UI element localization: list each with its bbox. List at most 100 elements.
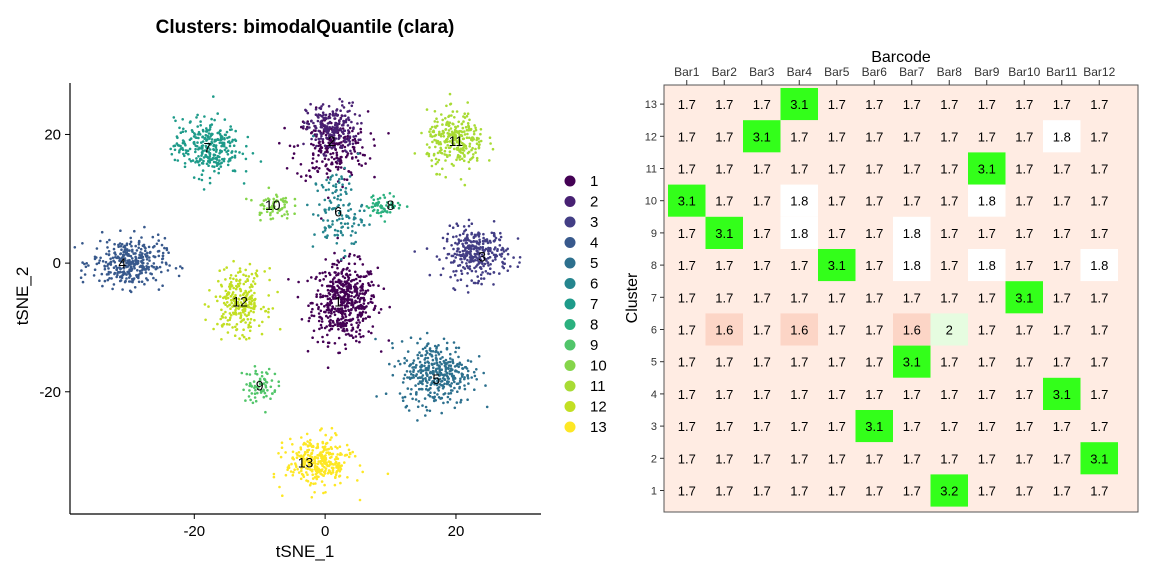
point xyxy=(447,252,451,256)
point xyxy=(393,365,397,368)
point xyxy=(344,322,348,326)
point xyxy=(327,471,330,475)
point xyxy=(177,151,181,154)
point xyxy=(328,199,332,202)
point xyxy=(137,240,141,244)
legend-swatch xyxy=(564,401,576,412)
heatmap-cell: 1.7 xyxy=(1043,281,1081,314)
cell-value: 3.1 xyxy=(753,129,771,144)
point xyxy=(348,252,352,256)
point xyxy=(249,317,253,321)
cell-fill xyxy=(780,474,818,507)
heatmap-cell: 2 xyxy=(930,313,968,346)
point xyxy=(320,105,323,108)
point xyxy=(338,280,342,284)
point xyxy=(331,307,335,310)
point xyxy=(194,133,197,136)
point xyxy=(356,159,360,162)
point xyxy=(247,313,250,317)
point xyxy=(329,460,332,464)
point xyxy=(124,259,127,262)
point xyxy=(201,169,205,172)
point xyxy=(303,463,306,466)
point xyxy=(436,379,439,383)
point xyxy=(131,277,134,281)
point xyxy=(139,255,142,259)
point xyxy=(434,399,438,402)
point xyxy=(337,293,340,297)
point xyxy=(354,270,357,274)
point xyxy=(467,126,471,130)
point xyxy=(342,132,345,135)
cell-value: 1.7 xyxy=(1090,129,1108,144)
point xyxy=(281,199,285,203)
point xyxy=(260,371,264,374)
point xyxy=(230,151,233,154)
point xyxy=(426,381,429,384)
point xyxy=(408,376,411,379)
point xyxy=(201,140,205,143)
point xyxy=(321,230,325,234)
heatmap-cell: 1.7 xyxy=(893,442,931,475)
cell-value: 1.7 xyxy=(865,387,883,402)
point xyxy=(328,126,332,129)
heatmap-cell: 1.7 xyxy=(743,216,781,249)
point xyxy=(472,236,476,239)
point xyxy=(401,381,405,384)
point xyxy=(206,135,210,139)
point xyxy=(492,253,496,257)
point xyxy=(372,283,375,287)
point xyxy=(151,235,155,239)
point xyxy=(172,116,176,119)
cell-value: 1.7 xyxy=(940,194,958,209)
point xyxy=(310,131,313,135)
cell-value: 1.7 xyxy=(940,97,958,112)
point xyxy=(405,370,409,373)
point xyxy=(161,257,164,261)
point xyxy=(347,448,351,452)
point xyxy=(357,307,361,310)
point xyxy=(331,162,334,166)
point xyxy=(331,324,335,328)
point xyxy=(213,169,216,173)
heatmap-cell: 1.7 xyxy=(743,88,781,121)
point xyxy=(236,302,239,305)
point xyxy=(119,259,122,263)
y-tick-label: 0 xyxy=(53,255,61,272)
point xyxy=(348,269,351,273)
point xyxy=(249,289,253,292)
cell-value: 3.1 xyxy=(1090,451,1108,466)
point xyxy=(361,305,365,309)
y-tick-label: 13 xyxy=(645,99,657,111)
point xyxy=(221,316,225,319)
heatmap-cell: 1.7 xyxy=(705,377,743,410)
point xyxy=(367,272,371,276)
point xyxy=(98,259,101,262)
point xyxy=(318,167,321,170)
cell-fill xyxy=(930,474,968,507)
point xyxy=(228,303,231,307)
point xyxy=(323,116,326,120)
point xyxy=(338,120,341,123)
point xyxy=(242,388,245,392)
point xyxy=(316,444,320,448)
point xyxy=(463,249,467,252)
point xyxy=(189,159,193,163)
point xyxy=(488,136,492,139)
heatmap-cell: 1.7 xyxy=(705,249,743,282)
point xyxy=(343,178,346,181)
point xyxy=(368,315,372,319)
point xyxy=(336,229,340,233)
point xyxy=(315,160,319,163)
point xyxy=(382,193,386,197)
point xyxy=(310,314,314,317)
point xyxy=(352,217,356,221)
point xyxy=(452,164,455,167)
heatmap-cell: 1.7 xyxy=(1043,152,1081,185)
point xyxy=(291,473,295,477)
point xyxy=(226,331,230,334)
point xyxy=(315,275,318,279)
point xyxy=(339,231,343,235)
point xyxy=(229,316,232,320)
heatmap-cell: 1.7 xyxy=(1043,88,1081,121)
